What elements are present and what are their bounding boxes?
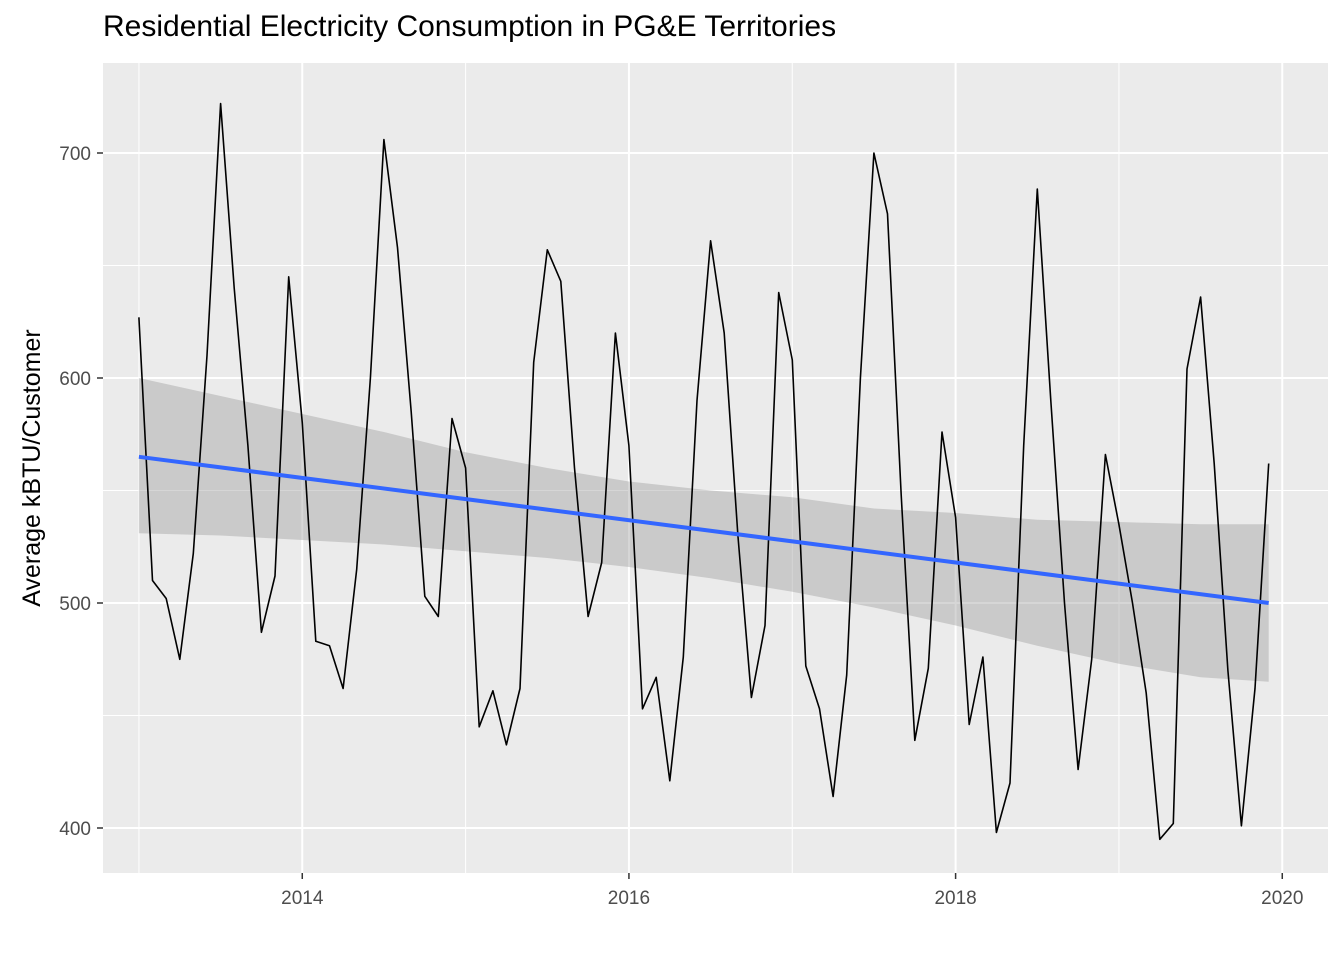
chart-title: Residential Electricity Consumption in P… <box>103 10 837 43</box>
x-axis: 2014 2016 2018 2020 <box>281 873 1303 909</box>
x-tick-label: 2018 <box>934 888 976 909</box>
trend-line <box>138 454 1269 605</box>
x-tick-label: 2020 <box>1261 888 1303 909</box>
y-axis-label: Average kBTU/Customer <box>18 329 46 606</box>
x-tick-label: 2014 <box>281 888 324 909</box>
consumption-line <box>138 102 1270 841</box>
minor-grid <box>103 63 1328 873</box>
y-tick-label: 700 <box>59 144 91 165</box>
y-tick-label: 400 <box>59 819 91 840</box>
plot-panel <box>103 63 1328 873</box>
y-tick-label: 600 <box>59 369 91 390</box>
x-tick-label: 2016 <box>608 888 650 909</box>
y-tick-label: 500 <box>59 594 91 615</box>
y-axis: 400 500 600 700 <box>59 144 103 840</box>
major-grid <box>103 63 1328 873</box>
